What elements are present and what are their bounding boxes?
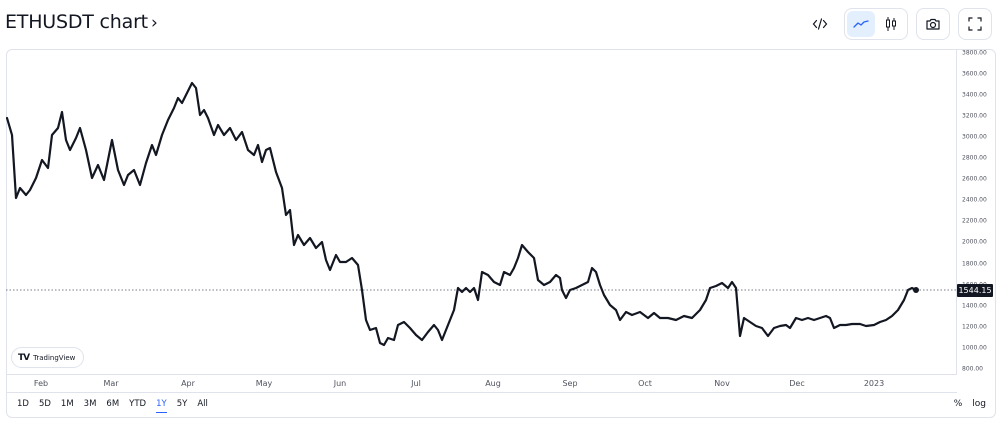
percent-scale-toggle[interactable]: % — [953, 399, 963, 409]
range-button-1y[interactable]: 1Y — [156, 399, 167, 413]
scale-options: % log — [954, 399, 986, 409]
price-tick-label: 2800.00 — [962, 154, 987, 162]
range-button-3m[interactable]: 3M — [83, 399, 97, 409]
range-button-5y[interactable]: 5Y — [176, 399, 188, 409]
price-tick-label: 3400.00 — [962, 91, 987, 99]
chart-title[interactable]: ETHUSDT chart › — [5, 11, 158, 33]
time-tick-label: Aug — [485, 379, 501, 388]
chart-container — [6, 49, 996, 418]
price-tick-label: 2400.00 — [962, 196, 987, 204]
price-line — [6, 81, 918, 347]
candles-style-button[interactable] — [877, 11, 905, 37]
code-icon — [812, 18, 828, 30]
price-tick-label: 3600.00 — [962, 70, 987, 78]
tradingview-badge[interactable]: TV TradingView — [11, 347, 85, 368]
range-selector: 1D 5D 1M 3M 6M YTD 1Y 5Y All — [17, 399, 218, 413]
price-tick-label: 2600.00 — [962, 175, 987, 183]
range-button-1m[interactable]: 1M — [60, 399, 74, 409]
price-tick-label: 3000.00 — [962, 133, 987, 141]
line-chart-icon — [853, 20, 869, 28]
last-price-dot — [913, 287, 919, 293]
tradingview-label: TradingView — [33, 353, 76, 362]
time-tick-label: Jun — [333, 379, 347, 388]
plot-area[interactable] — [6, 49, 957, 375]
candlestick-icon — [886, 17, 896, 31]
time-tick-label: Oct — [638, 379, 652, 388]
price-tick-label: 2200.00 — [962, 217, 987, 225]
range-button-5d[interactable]: 5D — [38, 399, 51, 409]
price-tick-label: 1400.00 — [962, 302, 987, 310]
price-line-chart — [6, 81, 957, 347]
time-axis[interactable]: Feb Mar Apr May Jun Jul Aug Sep Oct Nov Dec 2023 — [6, 375, 957, 393]
range-button-ytd[interactable]: YTD — [129, 399, 147, 409]
range-button-6m[interactable]: 6M — [106, 399, 120, 409]
line-style-button[interactable] — [847, 11, 875, 37]
chevron-right-icon: › — [150, 13, 158, 33]
camera-icon — [926, 18, 940, 30]
range-button-all[interactable]: All — [197, 399, 208, 409]
log-scale-toggle[interactable]: log — [972, 399, 986, 409]
price-tick-label: 800.00 — [962, 365, 983, 373]
time-tick-label: 2023 — [863, 379, 885, 388]
price-tick-label: 1000.00 — [962, 344, 987, 352]
time-tick-label: Apr — [181, 379, 195, 388]
snapshot-button[interactable] — [916, 8, 950, 40]
time-tick-label: Sep — [562, 379, 578, 388]
chart-title-text: ETHUSDT chart — [5, 11, 148, 33]
price-tick-label: 1800.00 — [962, 260, 987, 267]
price-tick-label: 3800.00 — [962, 49, 987, 57]
price-tick-label: 3200.00 — [962, 112, 987, 120]
time-tick-label: Mar — [103, 379, 119, 388]
time-tick-label: Dec — [789, 379, 805, 388]
time-tick-label: May — [255, 379, 273, 388]
price-tick-label: 2000.00 — [962, 238, 987, 246]
time-tick-label: Nov — [714, 379, 730, 388]
time-tick-label: Jul — [411, 379, 421, 388]
time-tick-label: Feb — [33, 379, 49, 388]
chart-style-group — [844, 8, 908, 40]
chart-toolbar — [804, 8, 992, 40]
last-price-label: 1544.15 — [957, 284, 993, 297]
fullscreen-button[interactable] — [958, 8, 992, 40]
range-button-1d[interactable]: 1D — [17, 399, 29, 409]
embed-button[interactable] — [804, 8, 836, 40]
tradingview-logo-icon: TV — [18, 352, 30, 363]
fullscreen-icon — [968, 17, 982, 31]
price-tick-label: 1200.00 — [962, 323, 987, 331]
